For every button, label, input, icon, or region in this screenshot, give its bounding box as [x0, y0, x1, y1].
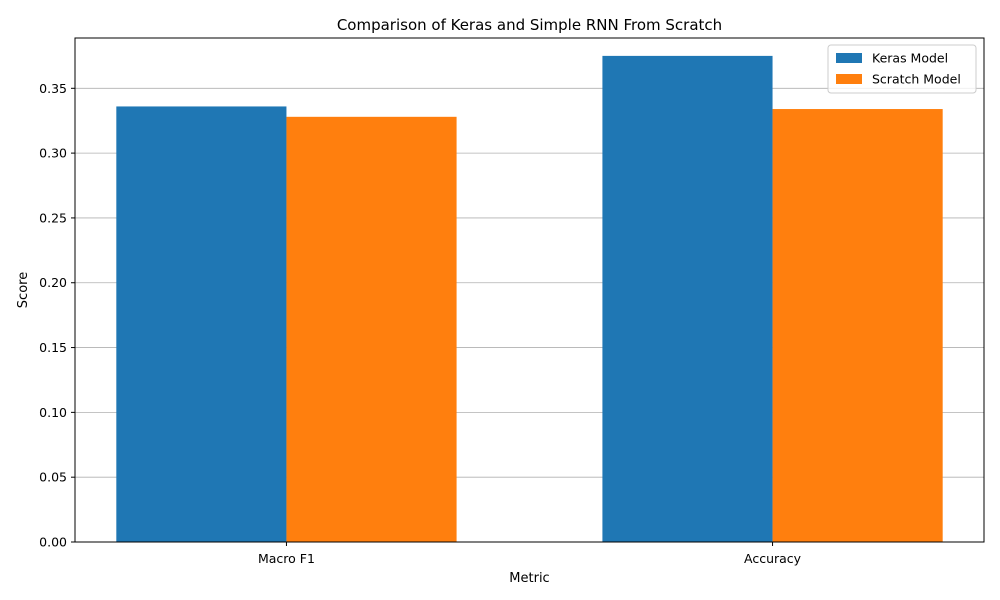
y-tick-label: 0.35 [39, 81, 67, 96]
legend-label: Scratch Model [872, 72, 961, 87]
legend: Keras Model Scratch Model [827, 44, 977, 94]
plot-frame [74, 37, 985, 543]
y-axis-label: Score [16, 272, 31, 308]
x-tick-label: Macro F1 [258, 551, 315, 566]
y-tick-label: 0.20 [39, 275, 67, 290]
bar-keras-model-macro-f1 [116, 106, 287, 542]
bar-scratch-model-macro-f1 [286, 116, 457, 542]
legend-swatch [836, 74, 862, 84]
y-tick-label: 0.05 [39, 470, 67, 485]
bar-scratch-model-accuracy [772, 109, 943, 542]
y-tick-label: 0.15 [39, 340, 67, 355]
y-axis-ticks: 0.00 0.05 0.10 0.15 0.20 0.25 0.30 0.35 [39, 81, 75, 550]
legend-label: Keras Model [872, 51, 948, 66]
y-tick-label: 0.25 [39, 210, 67, 225]
y-tick-label: 0.30 [39, 146, 67, 161]
bar-keras-model-accuracy [602, 55, 773, 543]
legend-swatch [836, 53, 862, 63]
x-axis-label: Metric [509, 571, 549, 586]
y-tick-label: 0.10 [39, 405, 67, 420]
x-axis-ticks: Macro F1 Accuracy [258, 542, 802, 566]
chart-title: Comparison of Keras and Simple RNN From … [337, 16, 722, 34]
bars [116, 55, 943, 543]
y-tick-label: 0.00 [39, 535, 67, 550]
x-tick-label: Accuracy [744, 551, 802, 566]
legend-box [827, 44, 977, 94]
